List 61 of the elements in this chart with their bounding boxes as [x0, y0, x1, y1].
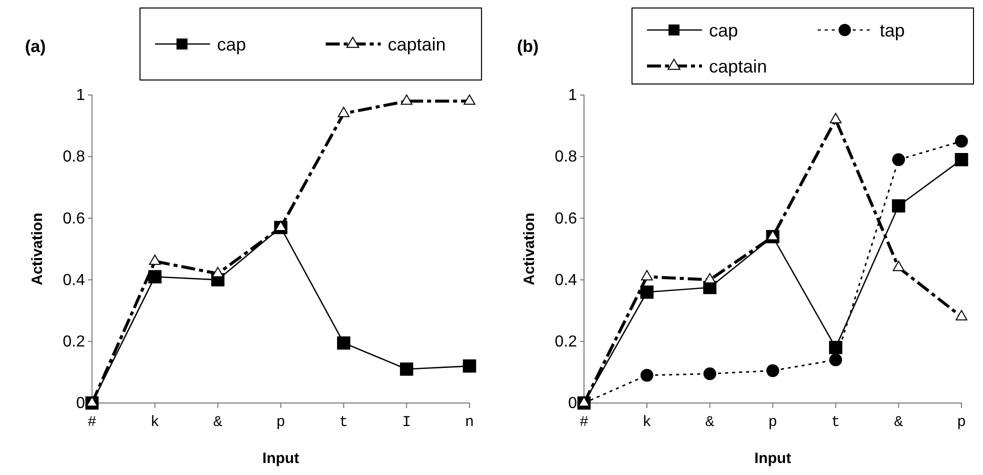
point	[640, 270, 652, 280]
x-tick-label: &	[894, 414, 903, 431]
point	[462, 359, 476, 373]
point	[892, 153, 904, 166]
x-tick-label: t	[339, 414, 348, 431]
x-tick-label: p	[276, 414, 286, 431]
point	[954, 134, 968, 148]
chart-title: (a)	[25, 37, 46, 56]
point	[274, 220, 287, 232]
point	[766, 364, 779, 378]
point	[954, 153, 968, 166]
y-tick-label: 0.2	[62, 334, 86, 351]
point	[892, 260, 904, 272]
chart-title: (b)	[516, 37, 538, 56]
legend-label: tap	[879, 20, 904, 40]
point	[338, 106, 350, 118]
point	[212, 266, 224, 278]
point	[337, 336, 350, 350]
x-tick-label: I	[402, 414, 412, 431]
x-tick-label: k	[642, 414, 651, 431]
x-tick-label: t	[830, 414, 840, 431]
point	[829, 112, 842, 124]
x-tick-label: #	[87, 414, 97, 431]
x-tick-label: &	[213, 414, 222, 431]
x-tick-label: k	[150, 414, 160, 431]
y-tick-label: 0.2	[554, 334, 577, 351]
y-tick-label: 0.4	[554, 272, 577, 289]
y-axis-title: Activation	[520, 212, 538, 286]
point	[400, 94, 412, 105]
point	[828, 340, 842, 354]
point	[640, 285, 654, 299]
y-tick-label: 0	[568, 395, 577, 412]
y-tick-label: 0.6	[62, 210, 86, 228]
y-tick-label: 0.4	[62, 272, 86, 289]
y-tick-label: 0	[76, 395, 86, 412]
x-tick-label: &	[704, 414, 714, 431]
point	[891, 199, 905, 213]
x-tick-label: #	[578, 414, 588, 431]
legend-label: cap	[708, 20, 738, 40]
y-tick-label: 0.8	[554, 148, 577, 166]
point	[828, 353, 842, 366]
legend-label: cap	[217, 34, 246, 54]
point	[464, 94, 476, 105]
y-tick-label: 1	[76, 87, 86, 104]
y-tick-label: 1	[568, 87, 577, 104]
y-axis-title: Activation	[29, 212, 46, 286]
legend-label: captain	[708, 56, 767, 76]
x-tick-label: p	[768, 414, 777, 431]
legend-label: captain	[388, 34, 446, 54]
x-tick-label: n	[464, 414, 474, 431]
point	[148, 270, 162, 284]
y-tick-label: 0.8	[62, 148, 86, 166]
point	[149, 254, 161, 265]
y-tick-label: 0.6	[554, 210, 577, 228]
point	[400, 362, 414, 376]
point	[955, 310, 967, 320]
point	[702, 367, 716, 380]
x-axis-title: Input	[754, 450, 791, 467]
point	[640, 368, 653, 382]
x-tick-label: p	[956, 414, 966, 431]
x-axis-title: Input	[262, 450, 300, 467]
